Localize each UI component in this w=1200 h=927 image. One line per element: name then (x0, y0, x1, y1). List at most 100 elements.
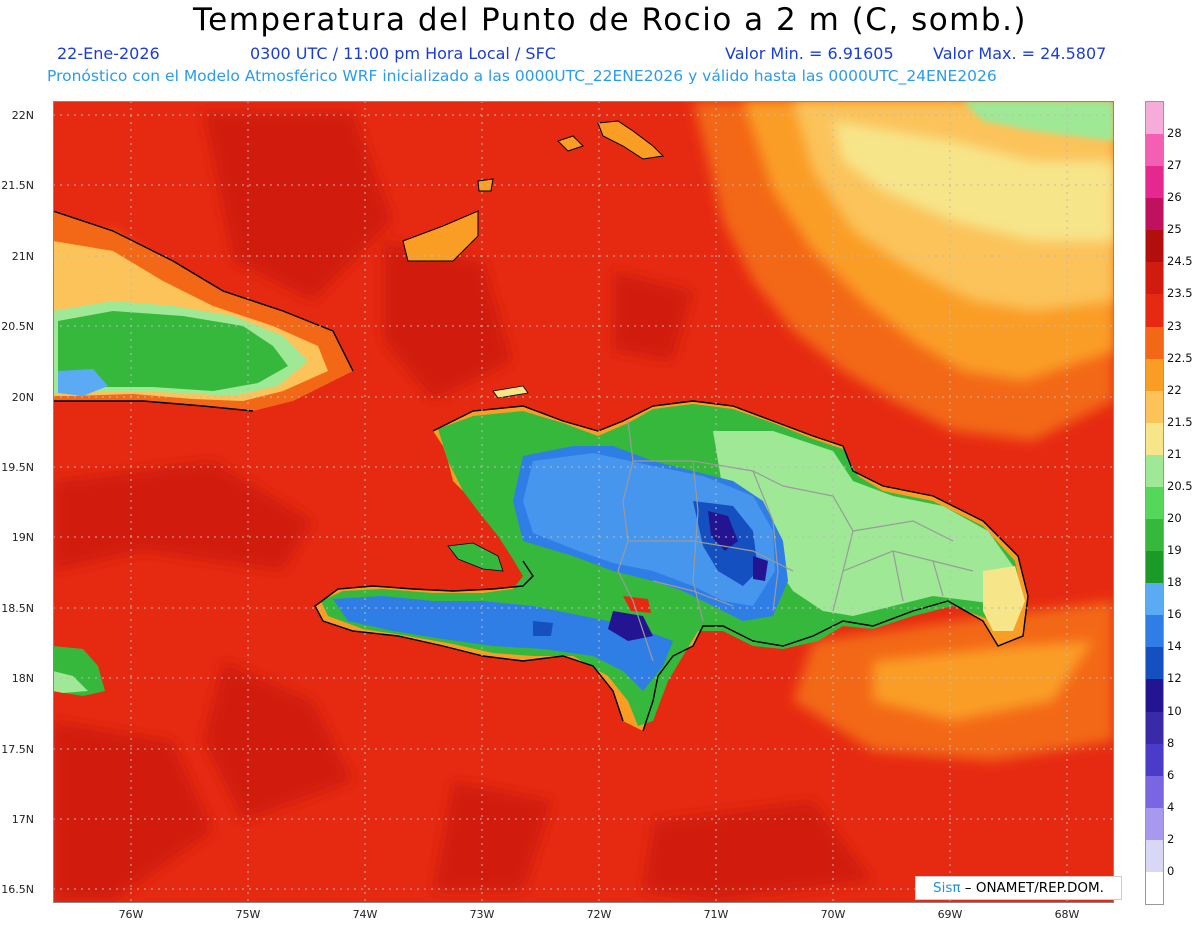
sis-logo: Sisπ (933, 880, 961, 896)
colorbar-level-label: 4 (1167, 799, 1175, 814)
colorbar-level-label: 8 (1167, 735, 1175, 750)
colorbar-level-label: 16 (1167, 607, 1182, 622)
hispaniola-east-tip (983, 566, 1025, 631)
lat-label: 19.5N (1, 461, 34, 474)
caicos-west (557, 135, 584, 152)
hispaniola-lightgreen (713, 431, 1013, 616)
orange-band-se-2 (873, 641, 1093, 721)
colorbar-segment (1146, 615, 1163, 648)
colorbar-level-label: 26 (1167, 190, 1182, 205)
max-value: Valor Max. = 24.5807 (933, 44, 1107, 63)
colorbar-segment (1146, 166, 1163, 199)
massif-core-1 (608, 611, 653, 641)
colorbar-segment (1146, 230, 1163, 263)
colorbar-level-label: 12 (1167, 671, 1182, 686)
dew-point-map (53, 101, 1114, 903)
colorbar-level-label: 23 (1167, 318, 1182, 333)
colorbar-segment (1146, 294, 1163, 327)
lat-label: 22N (11, 109, 34, 122)
province-borders (617, 420, 974, 662)
colorbar-level-label: 20 (1167, 511, 1182, 526)
colorbar-segment (1146, 871, 1163, 904)
coastlines (53, 210, 1029, 732)
colorbar-segment (1146, 198, 1163, 231)
colorbar-segment (1146, 711, 1163, 744)
hispaniola-blue-south (333, 596, 673, 691)
lon-label: 70W (820, 908, 846, 921)
jamaica-edge (53, 671, 88, 693)
colorbar-segment (1146, 422, 1163, 455)
colorbar-segment (1146, 390, 1163, 423)
graticule (53, 101, 1114, 903)
lat-label: 19N (11, 531, 34, 544)
credit-box: Sisπ – ONAMET/REP.DOM. (915, 876, 1122, 900)
lon-label: 74W (352, 908, 378, 921)
lat-label: 20N (11, 391, 34, 404)
colorbar-segment (1146, 262, 1163, 295)
colorbar-level-label: 2 (1167, 831, 1175, 846)
colorbar-segment (1146, 647, 1163, 680)
lat-label: 16.5N (1, 883, 34, 896)
colorbar-level-label: 21.5 (1167, 414, 1193, 429)
gonave-island (447, 542, 504, 572)
colorbar-level-label: 10 (1167, 703, 1182, 718)
hispaniola-lightblue (523, 453, 775, 606)
cuba-land (53, 211, 353, 411)
colorbar-level-label: 28 (1167, 126, 1182, 141)
caicos-islands (597, 120, 665, 160)
map-title: Temperatura del Punto de Rocio a 2 m (C,… (192, 2, 1028, 38)
lon-label: 75W (235, 908, 261, 921)
colorbar-segment (1146, 102, 1163, 135)
colorbar-segment (1146, 134, 1163, 167)
lon-label: 76W (118, 908, 144, 921)
colorbar-level-label: 22 (1167, 382, 1182, 397)
colorbar-segment (1146, 551, 1163, 584)
colorbar-segment (1146, 583, 1163, 616)
lat-label: 21.5N (1, 179, 34, 192)
great-inagua (402, 210, 479, 262)
lon-label: 71W (703, 908, 729, 921)
colorbar-segment (1146, 519, 1163, 552)
colorbar-level-label: 14 (1167, 639, 1182, 654)
yellow-band-ne (833, 121, 1114, 241)
lon-label: 69W (937, 908, 963, 921)
valid-time: 0300 UTC / 11:00 pm Hora Local / SFC (250, 44, 556, 63)
colorbar-level-label: 0 (1167, 863, 1175, 878)
colorbar-segment (1146, 486, 1163, 520)
lon-label: 72W (586, 908, 612, 921)
lat-label: 18N (11, 672, 34, 685)
colorbar-segment (1146, 326, 1163, 359)
lat-label: 18.5N (1, 602, 34, 615)
colorbar-level-label: 22.5 (1167, 350, 1193, 365)
colorbar-level-label: 27 (1167, 158, 1182, 173)
colorbar-segment (1146, 775, 1163, 808)
colorbar-level-label: 21 (1167, 446, 1182, 461)
lake-region-warm (623, 596, 651, 613)
little-inagua (477, 178, 494, 192)
colorbar-level-label: 25 (1167, 222, 1182, 237)
lat-label: 20.5N (1, 320, 34, 333)
colorbar-segment (1146, 807, 1163, 840)
credit-text: – ONAMET/REP.DOM. (960, 880, 1104, 896)
colorbar-segment (1146, 743, 1163, 776)
lon-label: 73W (469, 908, 495, 921)
colorbar-segment (1146, 839, 1163, 872)
colorbar-segment (1146, 454, 1163, 487)
lat-label: 17.5N (1, 743, 34, 756)
map-frame (53, 101, 1114, 903)
min-value: Valor Min. = 6.91605 (725, 44, 894, 63)
green-band-ne (963, 101, 1114, 141)
colorbar-level-label: 18 (1167, 575, 1182, 590)
lat-label: 21N (11, 250, 34, 263)
model-info: Pronóstico con el Modelo Atmosférico WRF… (47, 67, 997, 85)
colorbar-level-label: 20.5 (1167, 478, 1193, 493)
high-dewpoint-zones (53, 111, 873, 901)
valid-date: 22-Ene-2026 (57, 44, 160, 63)
colorbar-segment (1146, 358, 1163, 391)
colorbar (1145, 101, 1164, 905)
colorbar-segment (1146, 679, 1163, 712)
lat-label: 17N (11, 813, 34, 826)
valley-core (753, 556, 768, 581)
colorbar-level-label: 24.5 (1167, 254, 1193, 269)
hispaniola-land (315, 385, 1028, 731)
